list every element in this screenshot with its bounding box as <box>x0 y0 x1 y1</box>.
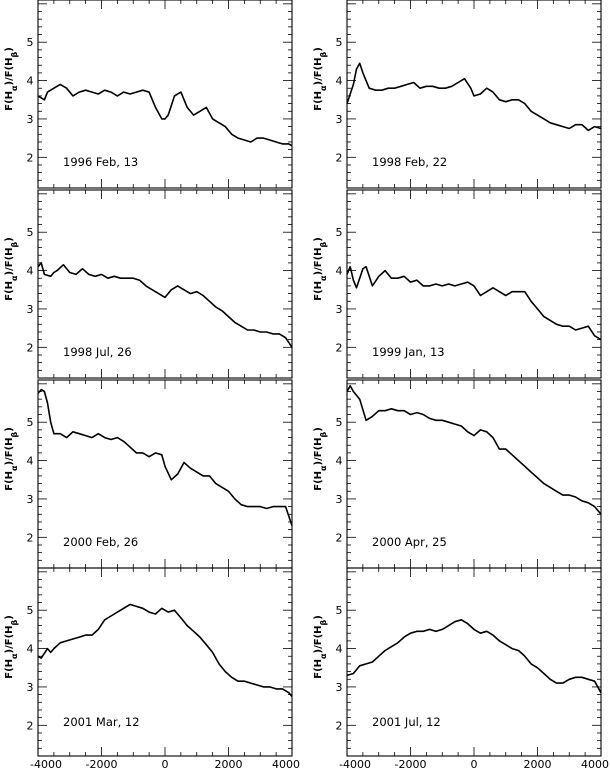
y-tick-label: 2 <box>27 531 34 544</box>
y-tick-label: 2 <box>336 341 343 354</box>
y-tick-label: 2 <box>336 719 343 732</box>
panel-date-label: 1996 Feb, 13 <box>63 155 138 169</box>
y-tick-label: 2 <box>27 341 34 354</box>
y-tick-label: 5 <box>336 226 343 239</box>
panel-date-label: 1998 Jul, 26 <box>63 345 132 359</box>
y-tick-label: 5 <box>336 604 343 617</box>
y-tick-label: 4 <box>27 455 34 468</box>
series-line <box>346 619 602 694</box>
y-axis-label: F(Hα)/F(Hβ) <box>4 237 19 301</box>
y-axis-label: F(Hα)/F(Hβ) <box>4 427 19 491</box>
x-tick-label: -4000 <box>339 758 371 771</box>
y-tick-label: 3 <box>336 113 343 126</box>
x-tick-label: 0 <box>162 758 169 771</box>
series-line <box>37 83 293 147</box>
y-tick-label: 4 <box>27 643 34 656</box>
y-tick-label: 3 <box>336 681 343 694</box>
y-tick-label: 2 <box>27 151 34 164</box>
y-tick-label: 4 <box>336 643 343 656</box>
y-tick-label: 5 <box>27 226 34 239</box>
x-tick-label: 0 <box>471 758 478 771</box>
panel-date-label: 1998 Feb, 22 <box>372 155 447 169</box>
y-tick-label: 3 <box>27 681 34 694</box>
series-line <box>37 262 293 348</box>
x-tick-label: 4000 <box>581 758 609 771</box>
y-tick-label: 5 <box>27 416 34 429</box>
y-tick-label: 2 <box>336 151 343 164</box>
series-line <box>37 603 293 698</box>
y-axis-label: F(Hα)/F(Hβ) <box>313 47 328 111</box>
y-axis-label: F(Hα)/F(Hβ) <box>313 615 328 679</box>
x-tick-label: 4000 <box>272 758 300 771</box>
x-tick-label: -2000 <box>395 758 427 771</box>
y-tick-label: 4 <box>27 75 34 88</box>
y-tick-label: 2 <box>27 719 34 732</box>
y-tick-label: 3 <box>336 493 343 506</box>
y-tick-label: 3 <box>27 113 34 126</box>
series-line <box>346 265 602 341</box>
y-tick-label: 2 <box>336 531 343 544</box>
x-tick-label: 2000 <box>215 758 243 771</box>
panel-date-label: 2001 Mar, 12 <box>63 715 140 729</box>
x-tick-label: -4000 <box>30 758 62 771</box>
y-tick-label: 3 <box>27 303 34 316</box>
y-tick-label: 4 <box>336 265 343 278</box>
series-line <box>37 388 293 527</box>
panel-date-label: 1999 Jan, 13 <box>372 345 445 359</box>
panel-date-label: 2000 Apr, 25 <box>372 535 447 549</box>
y-tick-label: 4 <box>336 75 343 88</box>
panel-date-label: 2001 Jul, 12 <box>372 715 441 729</box>
y-axis-label: F(Hα)/F(Hβ) <box>313 237 328 301</box>
y-tick-label: 5 <box>336 416 343 429</box>
y-tick-label: 5 <box>27 36 34 49</box>
y-tick-label: 3 <box>336 303 343 316</box>
x-tick-label: -2000 <box>86 758 118 771</box>
series-line <box>346 62 602 132</box>
series-line <box>346 385 602 515</box>
y-axis-label: F(Hα)/F(Hβ) <box>313 427 328 491</box>
y-tick-label: 4 <box>336 455 343 468</box>
y-axis-label: F(Hα)/F(Hβ) <box>4 47 19 111</box>
y-tick-label: 5 <box>336 36 343 49</box>
panel-date-label: 2000 Feb, 26 <box>63 535 138 549</box>
y-tick-label: 4 <box>27 265 34 278</box>
y-axis-label: F(Hα)/F(Hβ) <box>4 615 19 679</box>
y-tick-label: 5 <box>27 604 34 617</box>
x-tick-label: 2000 <box>524 758 552 771</box>
y-tick-label: 3 <box>27 493 34 506</box>
